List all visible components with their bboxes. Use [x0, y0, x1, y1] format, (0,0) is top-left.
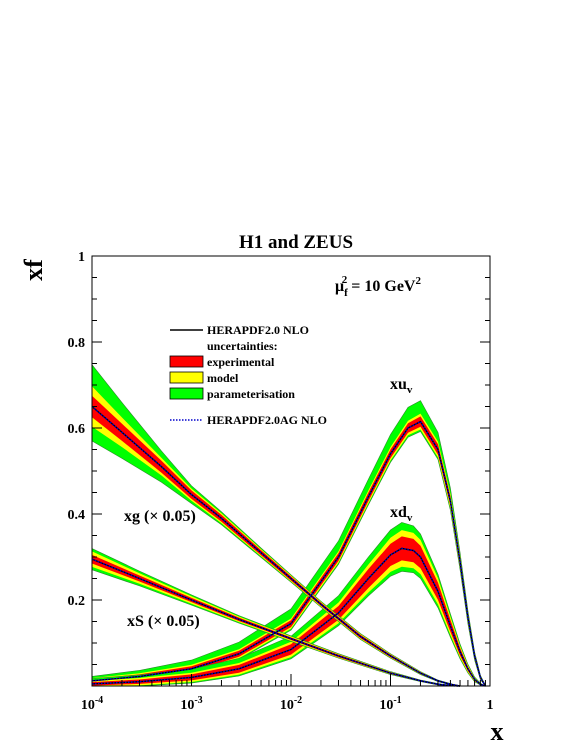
series-label: xS (× 0.05): [127, 613, 200, 630]
ag-line-2: [91, 405, 461, 687]
legend-box-swatch: [169, 355, 204, 368]
x-tick-label: 1: [487, 698, 494, 713]
ag-line-3: [91, 558, 461, 687]
scale-label: μf2 = 10 GeV2: [335, 274, 421, 299]
chart-title: H1 and ZEUS: [239, 232, 353, 253]
legend-label: experimental: [207, 355, 275, 369]
x-tick-label: 10-4: [81, 695, 103, 713]
legend-box-swatch: [169, 371, 204, 384]
x-tick-label: 10-2: [280, 695, 302, 713]
legend: HERAPDF2.0 NLO uncertainties: experimental…: [169, 323, 327, 427]
x-axis-label: x: [491, 717, 504, 746]
legend-label: uncertainties:: [207, 339, 278, 353]
legend-box-swatch: [169, 387, 204, 400]
legend-label: HERAPDF2.0AG NLO: [207, 413, 327, 427]
series-label: xdv: [390, 504, 413, 524]
series-label: xuv: [390, 376, 413, 396]
x-tick-label: 10-3: [180, 695, 202, 713]
ag-line-1: [91, 547, 486, 687]
axis-tick-labels: 0.2 0.4 0.6 0.8 1 10-4 10-3 10-2 10-1 1: [68, 250, 494, 713]
legend-label: HERAPDF2.0 NLO: [207, 323, 309, 337]
band-parameterisation-1: [91, 522, 486, 687]
y-tick-label: 0.6: [68, 422, 86, 437]
legend-label: parameterisation: [207, 387, 295, 401]
y-tick-label: 0.2: [68, 594, 86, 609]
legend-label: model: [207, 371, 239, 385]
ag-line-0: [91, 420, 487, 687]
y-tick-label: 1: [78, 250, 85, 265]
series-labels: xuv xdv xg (× 0.05) xS (× 0.05): [124, 376, 413, 630]
pdf-curves: [91, 405, 487, 687]
y-tick-label: 0.8: [68, 336, 86, 351]
y-axis-label: xf: [19, 259, 48, 281]
axis-ticks: [91, 255, 491, 686]
x-tick-label: 10-1: [379, 695, 401, 713]
y-tick-label: 0.4: [68, 508, 86, 523]
band-model-1: [92, 530, 486, 686]
series-label: xg (× 0.05): [124, 508, 196, 525]
